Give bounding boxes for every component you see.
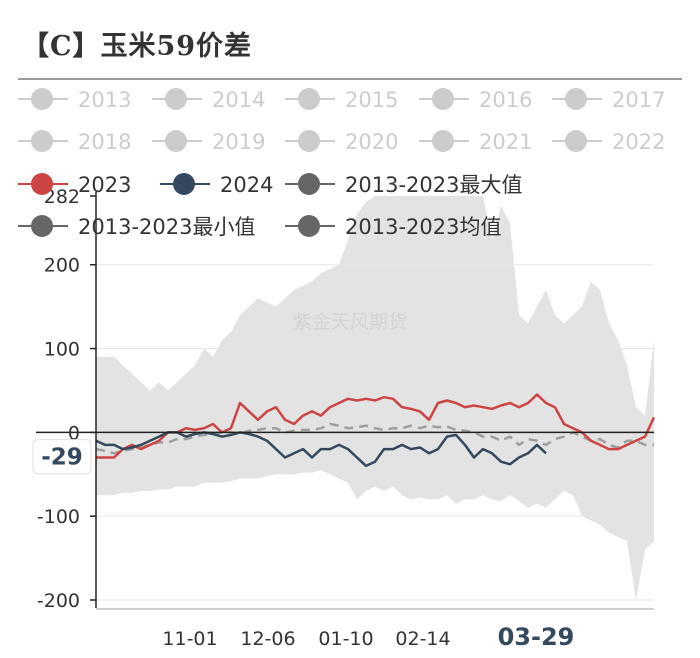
x-tick-label: 01-10 — [318, 628, 373, 650]
legend-swatch-dot — [432, 130, 454, 152]
legend-label-2013: 2013 — [78, 88, 131, 112]
legend-label-2021: 2021 — [479, 130, 532, 154]
y-tick-label: 100 — [44, 339, 80, 361]
legend-label-2020: 2020 — [345, 130, 398, 154]
legend-label-2015: 2015 — [345, 88, 398, 112]
legend-swatch-dot — [298, 173, 320, 195]
max-min-band — [96, 196, 654, 600]
y-tick-label: 0 — [68, 422, 80, 444]
legend: 2013 2014 2015 2016 2017 2018 2019 2020 2021 2022… — [18, 88, 665, 239]
legend-swatch-dot — [31, 130, 53, 152]
axes: 282 200 100 0 -100 -200 -29 11-01 12-06 01-10 02-1… — [32, 186, 654, 651]
legend-swatch-dot — [165, 88, 187, 110]
legend-swatch-dot — [298, 88, 320, 110]
legend-swatch-dot — [565, 88, 587, 110]
legend-label-2024: 2024 — [220, 173, 273, 197]
legend-swatch-dot — [298, 130, 320, 152]
legend-swatch-dot — [565, 130, 587, 152]
title-divider — [18, 78, 682, 80]
legend-swatch-dot — [31, 173, 53, 195]
legend-label-2013-2023最小值: 2013-2023最小值 — [78, 215, 255, 239]
legend-label-2013-2023均值: 2013-2023均值 — [345, 215, 501, 239]
x-tick-label: 03-29 — [498, 623, 575, 651]
y-tick-label: 282 — [44, 186, 80, 208]
cursor-y-label: -29 — [41, 445, 83, 471]
series-line-2013-2023均值 — [96, 422, 654, 455]
legend-label-2023: 2023 — [78, 173, 131, 197]
legend-swatch-dot — [165, 130, 187, 152]
legend-swatch-dot — [173, 173, 195, 195]
y-tick-label: 200 — [44, 255, 80, 277]
legend-label-2013-2023最大值: 2013-2023最大值 — [345, 173, 522, 197]
legend-swatch-dot — [31, 88, 53, 110]
legend-swatch-dot — [432, 88, 454, 110]
legend-label-2022: 2022 — [612, 130, 665, 154]
legend-swatch-dot — [298, 215, 320, 237]
legend-swatch-dot — [31, 215, 53, 237]
legend-label-2018: 2018 — [78, 130, 131, 154]
x-tick-label: 12-06 — [240, 628, 295, 650]
legend-label-2017: 2017 — [612, 88, 665, 112]
legend-label-2016: 2016 — [479, 88, 532, 112]
legend-label-2014: 2014 — [212, 88, 265, 112]
gridlines — [96, 264, 654, 601]
cursor-y-label-box — [32, 439, 92, 475]
x-tick-label: 11-01 — [162, 628, 217, 650]
y-tick-label: -200 — [37, 590, 80, 612]
watermark: 紫金天风期货 — [293, 311, 407, 333]
legend-label-2019: 2019 — [212, 130, 265, 154]
x-tick-label: 02-14 — [395, 628, 450, 650]
y-tick-label: -100 — [37, 506, 80, 528]
chart-title: 【C】玉米59价差 — [22, 31, 253, 62]
series-line-2023 — [96, 393, 656, 459]
